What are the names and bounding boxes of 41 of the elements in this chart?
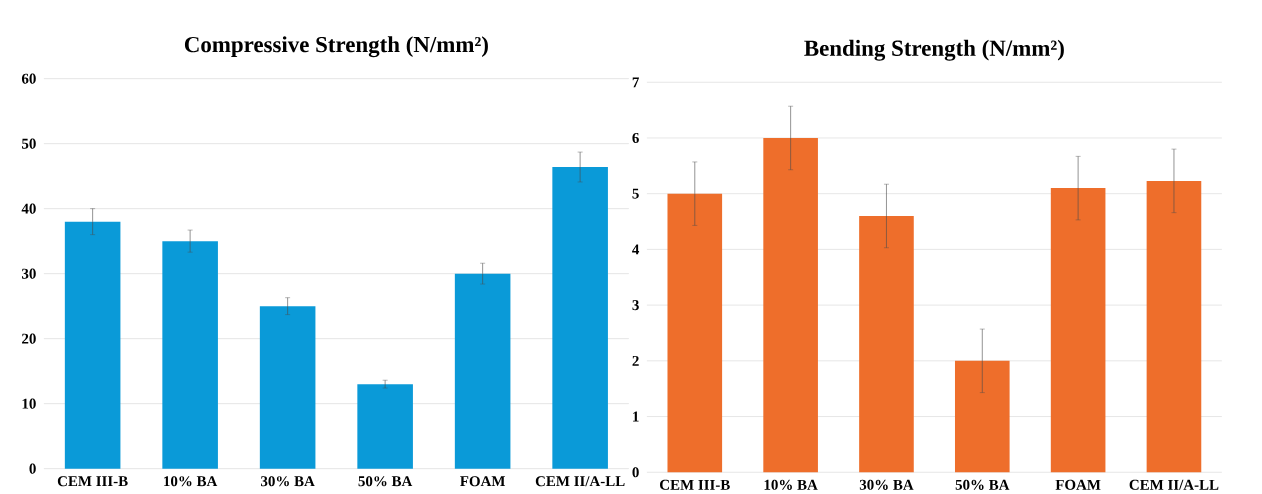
y-tick-label: 6 <box>632 132 639 143</box>
y-tick-label: 30 <box>21 268 36 279</box>
x-tick-label: CEM III-B <box>57 476 128 487</box>
y-tick-label: 4 <box>632 244 640 255</box>
x-tick-label: CEM II/A-LL <box>1129 479 1219 490</box>
bar <box>1050 188 1106 473</box>
bar <box>552 167 608 469</box>
y-tick-label: 10 <box>22 398 36 409</box>
chart-title: Bending Strength (N/mm²) <box>804 39 1064 61</box>
bar <box>357 384 413 469</box>
x-tick-label: 30% BA <box>261 476 315 487</box>
x-tick-label: 10% BA <box>764 479 818 490</box>
bar <box>954 360 1010 473</box>
x-tick-label: 50% BA <box>358 476 413 487</box>
x-tick-label: 30% BA <box>859 479 914 490</box>
x-tick-label: 10% BA <box>164 476 218 487</box>
x-tick-label: 50% BA <box>955 479 1010 490</box>
y-tick-label: 0 <box>632 467 639 478</box>
bar <box>259 306 316 469</box>
bar <box>667 193 723 473</box>
y-tick-label: 3 <box>632 300 639 311</box>
bar <box>162 241 218 469</box>
bar <box>454 273 511 469</box>
y-tick-label: 50 <box>22 138 36 149</box>
y-tick-label: 60 <box>21 73 36 84</box>
x-tick-label: CEM III-B <box>660 479 730 490</box>
y-tick-label: 20 <box>22 333 36 344</box>
bar <box>763 137 818 473</box>
y-tick-label: 2 <box>632 355 639 366</box>
y-tick-label: 7 <box>632 77 639 88</box>
x-tick-label: FOAM <box>460 476 506 487</box>
bar <box>64 221 121 469</box>
x-tick-label: FOAM <box>1055 479 1101 490</box>
bar <box>1146 180 1202 473</box>
bar <box>859 215 914 473</box>
y-tick-label: 40 <box>21 203 36 214</box>
x-tick-label: CEM II/A-LL <box>535 476 625 487</box>
chart-title: Compressive Strength (N/mm²) <box>184 36 488 58</box>
y-tick-label: 1 <box>633 411 639 422</box>
y-tick-label: 0 <box>29 463 36 474</box>
y-tick-label: 5 <box>632 188 639 199</box>
